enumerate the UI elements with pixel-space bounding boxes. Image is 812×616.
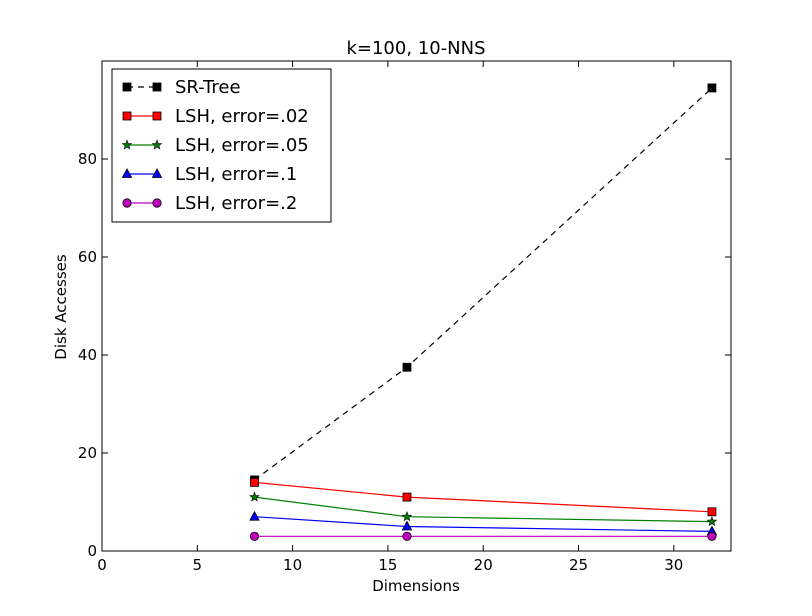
y-axis-label: Disk Accesses	[52, 254, 70, 360]
legend-marker-4	[151, 168, 163, 178]
data-point-series-4	[401, 520, 413, 531]
y-tick-label: 20	[78, 444, 97, 462]
x-axis-label: Dimensions	[372, 577, 460, 595]
data-point-series-1	[707, 83, 717, 93]
data-point-series-3	[249, 491, 260, 502]
data-point-series-3	[401, 511, 413, 522]
legend-label-4: LSH, error=.1	[175, 164, 297, 185]
data-point-series-5	[249, 531, 260, 541]
legend-label-5: LSH, error=.2	[175, 193, 297, 214]
legend-label-3: LSH, error=.05	[175, 135, 309, 156]
x-tick-label: 30	[664, 556, 683, 574]
legend-marker-1	[122, 82, 132, 92]
data-point-series-2	[707, 507, 717, 517]
y-tick-label: 80	[78, 150, 97, 168]
data-point-series-3	[706, 515, 718, 527]
data-point-series-4	[249, 510, 260, 521]
legend-label-1: SR-Tree	[175, 77, 241, 98]
x-tick-label: 25	[569, 556, 588, 574]
data-point-series-1	[402, 362, 412, 372]
legend-label-2: LSH, error=.02	[175, 106, 309, 127]
legend-marker-3	[151, 139, 163, 150]
data-point-series-5	[402, 531, 412, 541]
y-tick-label: 0	[87, 542, 97, 560]
y-tick-label: 60	[78, 248, 97, 266]
legend-marker-3	[121, 139, 133, 150]
legend-marker-5	[122, 198, 132, 208]
x-tick-label: 10	[283, 556, 302, 574]
legend-marker-4	[121, 168, 133, 178]
x-tick-label: 0	[97, 556, 107, 574]
plot-frame	[101, 60, 732, 552]
series-line-4	[254, 516, 712, 532]
legend: SR-Tree LSH, error=.02 LSH, error=.05 LSH, …	[111, 68, 332, 223]
legend-marker-2	[122, 111, 132, 121]
data-point-series-2	[402, 492, 412, 502]
x-tick-label: 20	[474, 556, 493, 574]
legend-marker-5	[152, 198, 162, 208]
legend-marker-2	[152, 111, 162, 121]
x-tick-label: 15	[378, 556, 397, 574]
legend-marker-1	[152, 82, 162, 92]
data-point-series-5	[707, 531, 717, 541]
data-point-series-2	[250, 477, 259, 487]
series-line-2	[254, 481, 712, 513]
y-tick-label: 40	[78, 346, 97, 364]
plot-area: 0 5 10 15 20 25 30 0 20 40 60 80	[78, 61, 731, 574]
chart-title: k=100, 10-NNS	[346, 38, 485, 59]
x-tick-label: 5	[193, 556, 203, 574]
